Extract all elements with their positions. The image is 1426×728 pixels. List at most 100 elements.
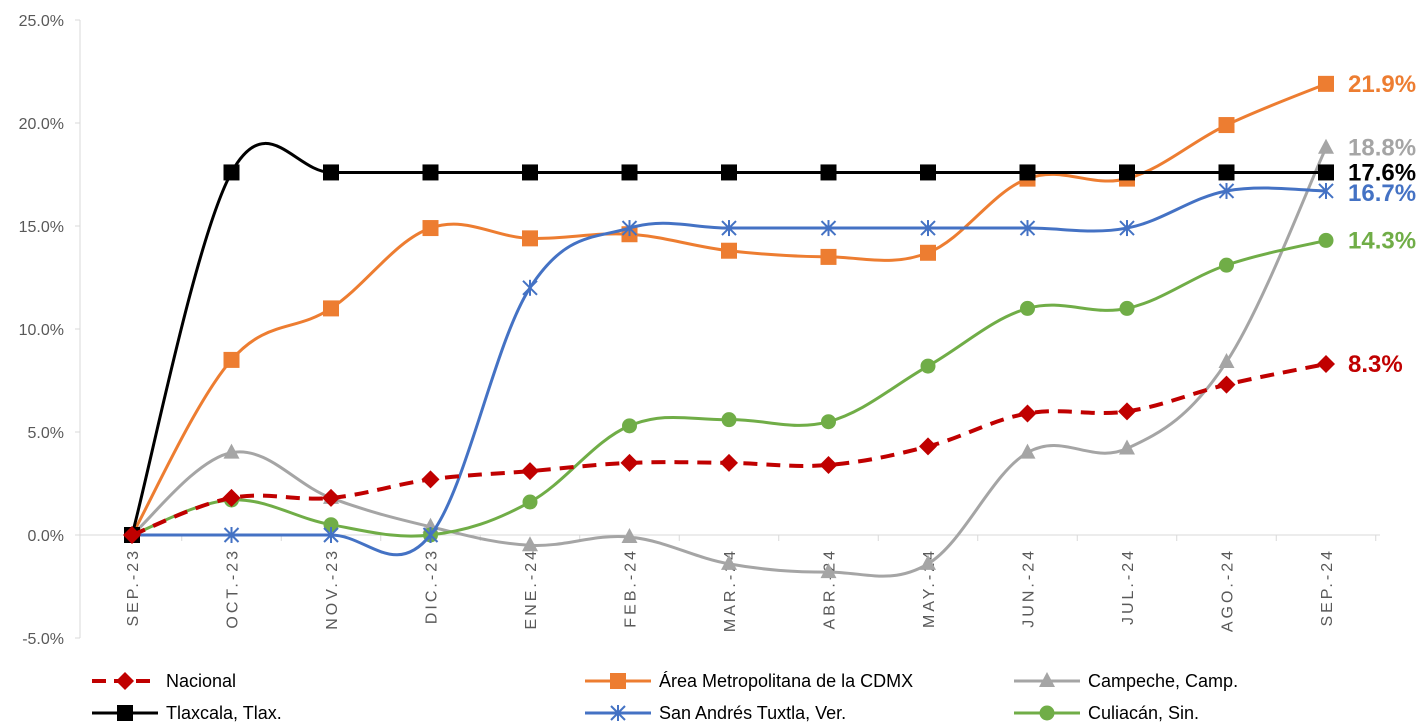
y-tick-label: -5.0% xyxy=(22,631,64,648)
data-point xyxy=(223,351,240,368)
end-value-label: 8.3% xyxy=(1348,351,1403,378)
data-point xyxy=(720,453,738,472)
x-tick-label: NOV.-23 xyxy=(324,548,341,630)
series-3 xyxy=(124,142,1334,543)
legend-swatch xyxy=(92,705,158,721)
legend: Nacional Área Metropolitana de la CDMX Cam… xyxy=(0,662,1426,723)
data-point xyxy=(920,358,936,374)
data-point xyxy=(421,470,440,489)
x-tick-label: ENE.-24 xyxy=(523,548,540,629)
data-point xyxy=(721,242,737,259)
data-point xyxy=(821,414,836,430)
y-tick-label: 5.0% xyxy=(28,425,64,442)
data-point xyxy=(223,164,240,181)
legend-marker xyxy=(1039,705,1055,721)
series-line xyxy=(131,147,1328,578)
legend-label: Área Metropolitana de la CDMX xyxy=(659,670,914,691)
series-1 xyxy=(124,75,1334,543)
data-point xyxy=(621,164,638,181)
data-point xyxy=(422,220,439,237)
data-point xyxy=(1218,352,1235,368)
legend-swatch xyxy=(1014,705,1080,721)
data-point xyxy=(622,418,637,434)
data-point xyxy=(323,517,339,533)
legend-label: Culiacán, Sin. xyxy=(1088,702,1200,723)
end-value-label: 14.3% xyxy=(1348,227,1416,254)
x-tick-label: JUN.-24 xyxy=(1021,548,1038,628)
line-chart-plot: -5.0% 0.0% 5.0% 10.0% 15.0% 20.0% 25.0% SEP.-23… xyxy=(19,13,1416,648)
legend-marker xyxy=(116,672,134,690)
legend-swatch xyxy=(585,705,651,721)
series-4 xyxy=(124,182,1334,557)
data-point xyxy=(1018,404,1037,423)
series-2 xyxy=(124,138,1334,579)
data-point xyxy=(1119,300,1135,316)
x-tick-label: DIC.-23 xyxy=(424,548,441,624)
data-point xyxy=(621,220,638,237)
y-tick-label: 25.0% xyxy=(19,13,64,30)
data-point xyxy=(721,164,737,181)
legend-marker xyxy=(610,705,626,721)
data-point xyxy=(920,164,936,181)
legend-label: Nacional xyxy=(166,670,237,691)
data-point xyxy=(1119,164,1135,181)
data-point xyxy=(1218,182,1235,199)
legend-item: Tlaxcala, Tlax. xyxy=(90,698,282,728)
data-point xyxy=(522,536,538,552)
data-point xyxy=(820,563,837,579)
legend-item: Área Metropolitana de la CDMX xyxy=(583,666,913,696)
y-tick-label: 15.0% xyxy=(19,219,64,236)
data-point xyxy=(721,412,737,428)
legend-marker xyxy=(610,673,626,689)
data-point xyxy=(1318,182,1334,199)
end-value-label: 17.6% xyxy=(1348,159,1416,186)
data-point xyxy=(820,248,837,265)
data-point xyxy=(1119,439,1135,455)
legend-label: Tlaxcala, Tlax. xyxy=(166,702,282,723)
data-point xyxy=(1019,220,1036,237)
data-point xyxy=(721,554,737,570)
data-point xyxy=(920,244,936,261)
data-point xyxy=(522,279,538,296)
data-point xyxy=(1218,117,1235,134)
data-point xyxy=(1019,164,1036,181)
end-value-label: 18.8% xyxy=(1348,135,1416,162)
x-tick-label: AGO.-24 xyxy=(1220,548,1237,632)
data-point xyxy=(521,462,539,481)
data-point xyxy=(1318,232,1334,248)
data-point xyxy=(223,443,240,459)
data-point xyxy=(1219,257,1234,273)
data-point xyxy=(820,220,837,237)
legend-item: San Andrés Tuxtla, Ver. xyxy=(583,698,846,728)
data-point xyxy=(1318,164,1334,181)
legend-swatch xyxy=(1014,672,1080,687)
data-point xyxy=(323,300,339,317)
data-point xyxy=(223,527,240,543)
series-line xyxy=(131,362,1327,537)
data-point xyxy=(620,453,639,472)
data-point xyxy=(522,230,538,247)
legend-swatch xyxy=(585,673,651,689)
data-point xyxy=(1217,375,1236,394)
x-tick-label: OCT.-23 xyxy=(225,548,242,629)
legend-item: Nacional xyxy=(90,666,236,696)
data-point xyxy=(323,527,339,543)
series-0 xyxy=(123,355,1335,544)
legend-item: Campeche, Camp. xyxy=(1012,666,1238,696)
data-point xyxy=(1317,355,1335,374)
data-point xyxy=(1118,402,1136,421)
data-point xyxy=(323,164,339,181)
legend-label: Campeche, Camp. xyxy=(1088,670,1239,691)
x-tick-label: FEB.-24 xyxy=(623,548,640,628)
data-point xyxy=(1318,138,1334,154)
x-tick-label: JUL.-24 xyxy=(1120,548,1137,625)
data-point xyxy=(1019,443,1036,459)
data-point xyxy=(920,220,936,237)
data-point xyxy=(522,164,538,181)
data-point xyxy=(920,554,936,570)
legend-marker xyxy=(117,705,133,721)
legend-item: Culiacán, Sin. xyxy=(1012,698,1199,728)
data-point xyxy=(322,488,340,507)
series-5 xyxy=(124,232,1334,543)
